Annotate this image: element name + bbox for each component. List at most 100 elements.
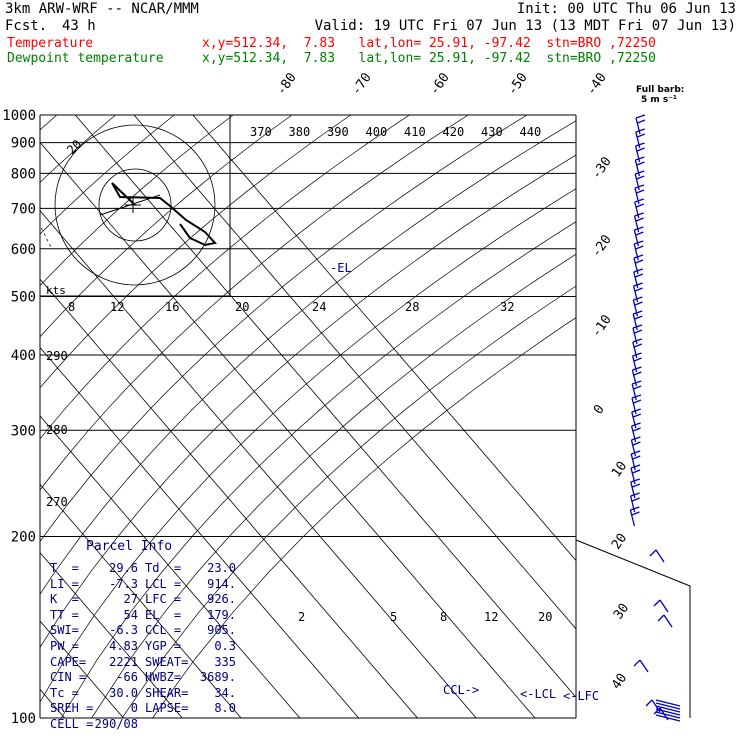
isotherm-label: 30 (611, 601, 632, 622)
wind-barb-flag (632, 338, 643, 343)
parcel-key: LCL = (145, 576, 182, 591)
wind-barb-flag (632, 427, 641, 432)
wind-barb-flag (631, 511, 640, 516)
wind-barb (629, 509, 636, 527)
wind-barb-flag (634, 198, 645, 203)
parcel-value: 290/08 (94, 717, 138, 731)
mixing-ratio-line (0, 115, 7, 249)
isotherm-line (40, 483, 242, 718)
wind-barb-flag (635, 231, 644, 236)
parcel-value: 335 (214, 654, 236, 669)
wind-barb-flag (635, 156, 645, 161)
theta-label: 270 (46, 495, 68, 509)
parcel-info-row: SREH = 0 LAPSE= 8.0 (50, 701, 236, 716)
parcel-value: 914. (207, 576, 236, 591)
theta-label: 440 (520, 125, 542, 139)
isotherm-label: -30 (589, 154, 615, 182)
parcel-value: 179. (207, 607, 236, 622)
parcel-key: SWI= (50, 623, 79, 638)
wind-barb-flag (633, 385, 642, 390)
hodograph: 20 kts (40, 115, 231, 297)
isobar-label: 800 (11, 166, 36, 182)
dry-adiabat (40, 115, 234, 287)
wind-barb-flag (630, 464, 641, 469)
wind-barb-flag (636, 189, 645, 194)
isotherm-label: 0 (591, 402, 608, 417)
theta-label: 420 (443, 125, 465, 139)
parcel-value: -66 (116, 670, 138, 685)
isobar-label: 400 (11, 348, 36, 364)
parcel-value: 3689. (199, 670, 236, 685)
theta-label: 290 (46, 349, 68, 363)
parcel-key: CAPE= (50, 654, 87, 669)
parcel-info-title: Parcel Info (86, 539, 173, 554)
parcel-info-row: TT = 54 EL = 179. (50, 608, 236, 623)
isotherm-line (133, 115, 576, 630)
mixing-ratio-label: 12 (484, 610, 498, 624)
wind-barb-flag (632, 441, 641, 446)
mixing-ratio-label: 16 (165, 300, 179, 314)
wind-barb-flag (634, 226, 644, 231)
parcel-info-row: T = 29.6 Td = 23.0 (50, 561, 236, 576)
parcel-info-row: PW = 4.83 YGP = 0.3 (50, 639, 236, 654)
valid-time: Valid: 19 UTC Fri 07 Jun 13 (13 MDT Fri … (314, 18, 736, 34)
wind-barb-flag (631, 380, 642, 385)
parcel-key: K = (50, 592, 79, 607)
el-marker: -EL (330, 261, 352, 275)
dry-adiabat (40, 115, 293, 338)
dry-adiabat (40, 188, 576, 703)
wind-barbs (629, 114, 681, 722)
parcel-value: 29.6 (109, 561, 138, 575)
wind-barb-flag (636, 203, 645, 208)
isotherm-label: -50 (505, 70, 531, 98)
wind-barb-flag (637, 119, 646, 124)
parcel-info-row: CIN = -66 HWBZ= 3689. (50, 670, 236, 685)
mixing-ratio-label: 28 (405, 300, 419, 314)
wind-barb (655, 549, 665, 563)
wind-barb (659, 599, 669, 613)
parcel-value: -6.3 (109, 623, 138, 638)
dry-adiabat (40, 120, 576, 595)
wind-barb-flag (637, 133, 646, 138)
hodograph-ring-label: 20 (64, 137, 84, 157)
parcel-value: 4.83 (109, 639, 138, 653)
wind-barb-flag (649, 549, 657, 557)
wind-barb-low (655, 708, 681, 716)
parcel-key: TT = (50, 607, 79, 622)
wind-barb-flag (653, 707, 661, 715)
wind-barb-low (655, 702, 681, 710)
isobar-label: 300 (11, 423, 36, 439)
parcel-key: CELL = (50, 717, 94, 731)
dry-adiabat (40, 115, 469, 491)
hodograph-ring-outer (54, 124, 216, 286)
wind-barb-flag (635, 142, 645, 147)
parcel-info-row: Tc = 30.0 SHEAR= 34. (50, 686, 236, 701)
wind-barb-flag (633, 399, 642, 404)
parcel-value: 926. (207, 592, 236, 607)
wind-barb-flag (632, 352, 642, 357)
parcel-value: 2221 (109, 654, 138, 669)
wind-barb-flag (630, 506, 640, 511)
isotherm-line (40, 141, 536, 718)
wind-barb-flag (636, 147, 645, 152)
isotherm-label: -10 (589, 312, 615, 340)
wind-barb-flag (636, 175, 645, 180)
wind-barb-flag (635, 273, 644, 278)
parcel-key: T = (50, 561, 79, 575)
theta-label: 410 (404, 125, 426, 139)
wind-barb-flag (633, 254, 644, 259)
parcel-info-row: CAPE= 2221 SWEAT= 335 (50, 655, 236, 670)
wind-barb-flag (633, 240, 644, 245)
isotherm-line (40, 346, 359, 718)
mixing-ratio-label: 12 (110, 300, 124, 314)
lcl-marker: <-LCL (520, 687, 556, 701)
isotherm-label: 20 (609, 531, 630, 552)
theta-label: 400 (366, 125, 388, 139)
wind-barb-flag (634, 212, 644, 217)
mixing-ratio-label: 8 (440, 610, 447, 624)
isotherm-label: -70 (349, 70, 375, 98)
isotherm-label: -40 (584, 70, 610, 98)
wind-barb-flag (633, 413, 642, 418)
barb-frame (575, 539, 691, 587)
wind-barb-flag (634, 184, 645, 189)
